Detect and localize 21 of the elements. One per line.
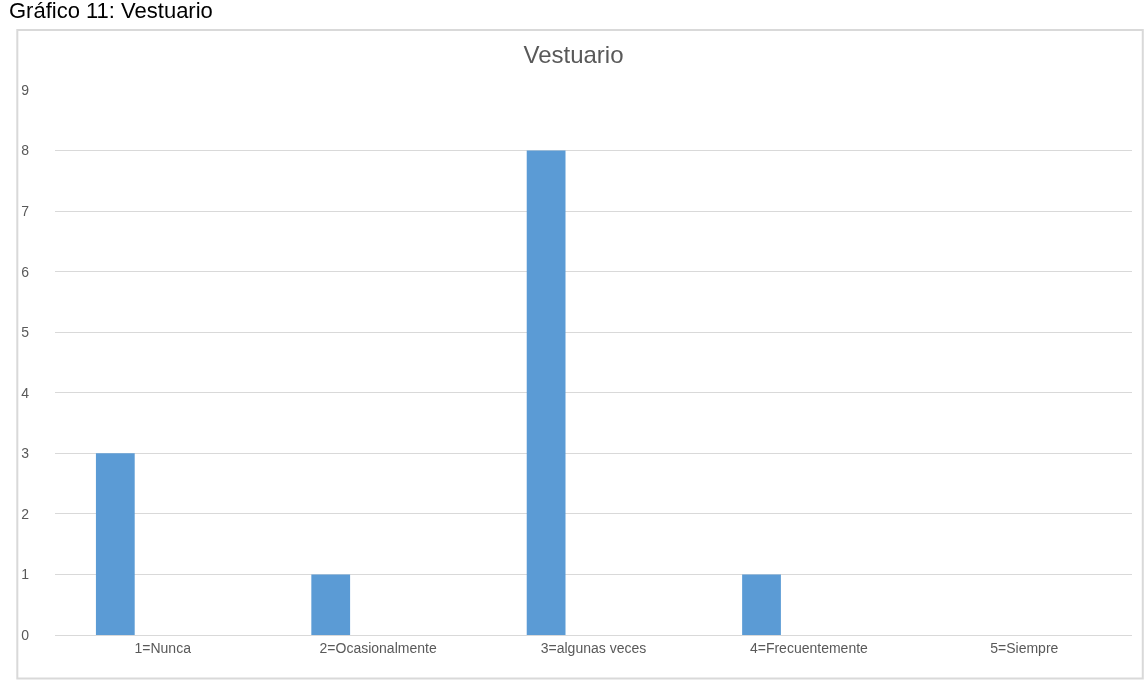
bar — [526, 150, 566, 635]
bar — [742, 574, 781, 635]
x-tick-label: 3=algunas veces — [540, 639, 647, 656]
text: Gráfico 11: Vestuario — [9, 0, 213, 23]
y-tick-label: 8 — [21, 142, 30, 159]
y-tick-label: 2 — [21, 505, 30, 522]
x-tick-label: 5=Siempre — [990, 639, 1059, 656]
y-tick-label: 5 — [21, 324, 30, 341]
y-tick-label: 3 — [21, 445, 30, 462]
x-tick-label: 4=Frecuentemente — [749, 639, 869, 656]
chart-title: Vestuario — [523, 40, 624, 68]
y-tick-label: 0 — [21, 626, 30, 643]
y-tick-label: 6 — [21, 263, 30, 280]
y-tick-label: 4 — [21, 384, 30, 401]
y-tick-label: 7 — [21, 203, 30, 220]
x-tick-label: 1=Nunca — [134, 639, 192, 656]
x-tick-label: 2=Ocasionalmente — [319, 639, 437, 656]
bar — [95, 453, 135, 635]
y-tick-label: 9 — [21, 81, 30, 98]
y-tick-label: 1 — [21, 566, 30, 583]
bar — [311, 574, 351, 635]
